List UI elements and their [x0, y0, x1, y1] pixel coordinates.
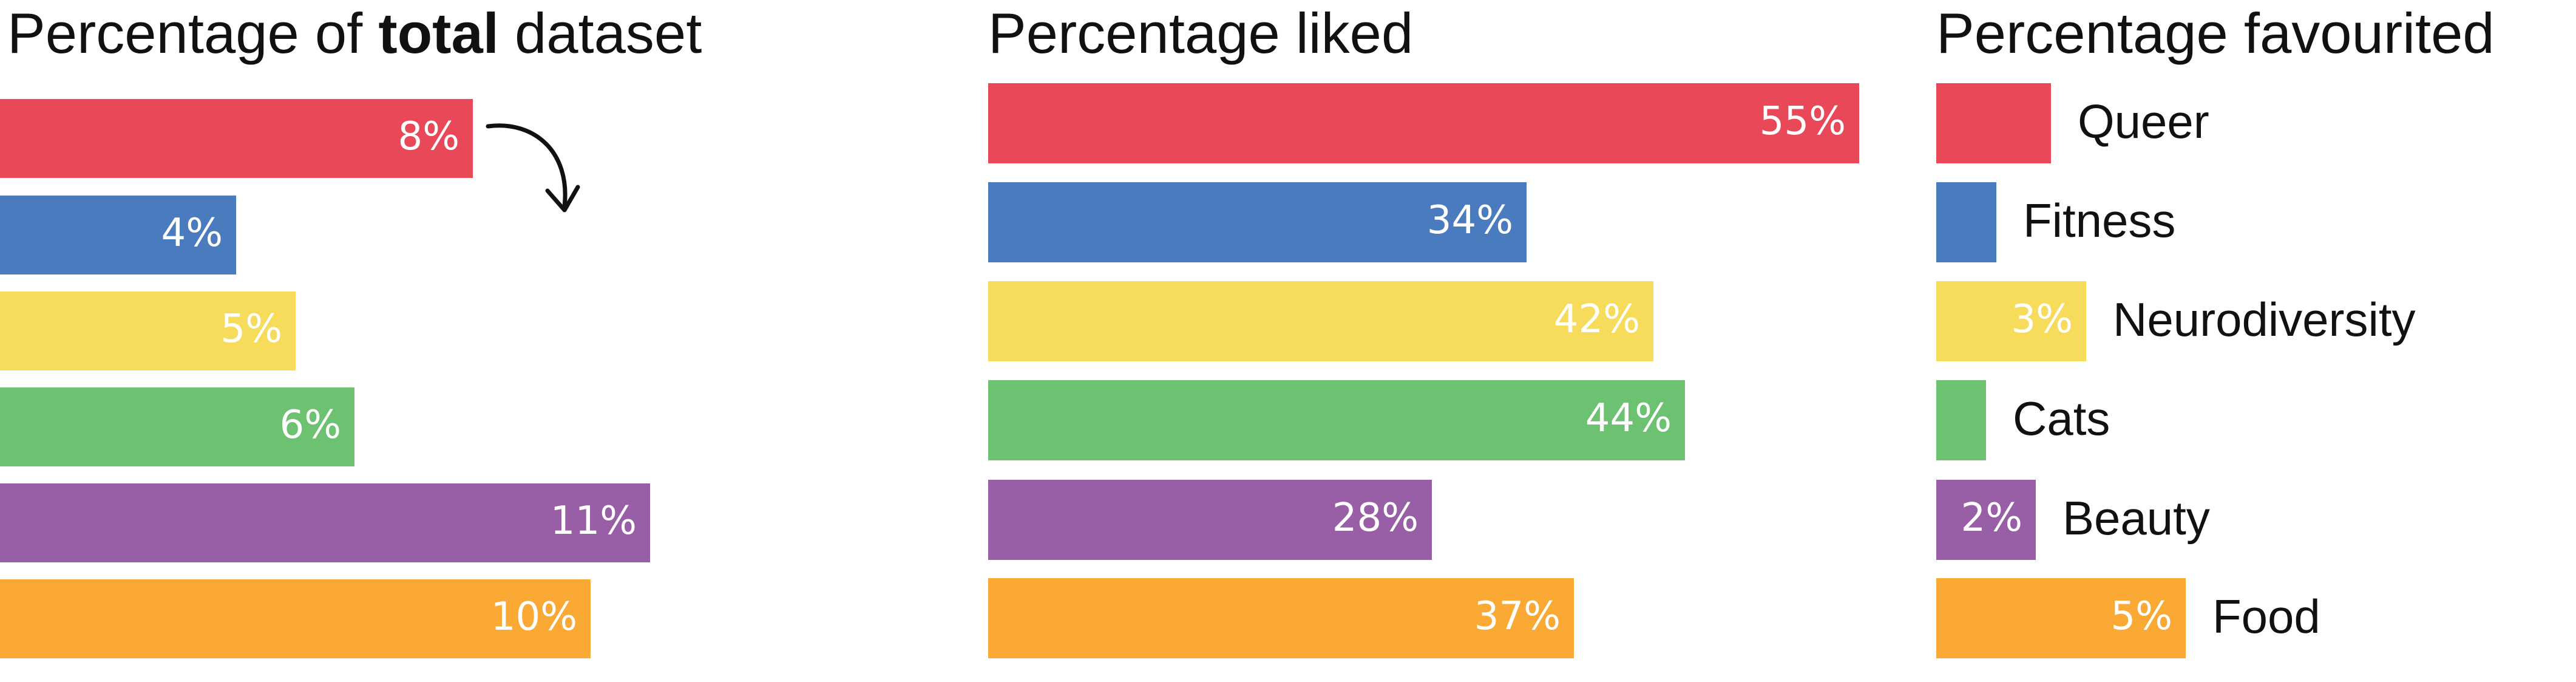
category-label-cats: Cats [2013, 392, 2110, 445]
category-label-fitness: Fitness [2023, 194, 2176, 247]
bar-value-label-1-food: 10% [490, 595, 577, 639]
bar-value-label-1-beauty: 11% [550, 499, 637, 544]
bar-1-food [0, 579, 591, 658]
panel-2-title: Percentage liked [988, 1, 1414, 65]
bar-3-queer [1936, 83, 2051, 163]
bar-1-fitness [0, 196, 236, 275]
bar-1-neurodiversity [0, 292, 296, 370]
bar-3-cats [1936, 380, 1986, 460]
panel-1-title: Percentage of total dataset [7, 0, 702, 67]
category-label-queer: Queer [2078, 95, 2209, 148]
panel-1-title-bold: total [378, 1, 499, 65]
panel-1-title-part-3: dataset [498, 1, 702, 65]
category-label-food: Food [2212, 590, 2320, 643]
category-label-beauty: Beauty [2062, 491, 2210, 545]
bar-1-cats [0, 387, 354, 466]
bar-value-label-2-food: 37% [1474, 594, 1561, 639]
bar-value-label-1-cats: 6% [279, 403, 341, 448]
bar-1-queer [0, 99, 473, 178]
panel-1-title-part-1: Percentage of [7, 1, 379, 65]
curved-arrow-icon [486, 123, 580, 213]
bar-value-label-3-food: 5% [2110, 594, 2172, 639]
bar-2-queer [988, 83, 1859, 163]
bar-2-fitness [988, 182, 1527, 262]
bar-2-food [988, 578, 1574, 658]
bar-value-label-2-cats: 44% [1585, 396, 1672, 441]
bar-value-label-3-neurodiversity: 3% [2011, 297, 2073, 342]
bar-2-neurodiversity [988, 281, 1653, 361]
bar-value-label-2-fitness: 34% [1426, 198, 1513, 243]
bar-value-label-2-queer: 55% [1759, 99, 1846, 144]
bar-value-label-2-beauty: 28% [1332, 496, 1418, 540]
bar-3-beauty [1936, 480, 2036, 560]
bar-value-label-1-neurodiversity: 5% [220, 307, 282, 352]
bar-value-label-1-queer: 8% [398, 114, 459, 159]
bar-3-fitness [1936, 182, 1996, 262]
panel-3-title: Percentage favourited [1936, 1, 2495, 65]
bar-value-label-3-beauty: 2% [1961, 496, 2022, 540]
bar-value-label-2-neurodiversity: 42% [1553, 297, 1640, 342]
bar-value-label-1-fitness: 4% [161, 211, 223, 256]
bar-2-beauty [988, 480, 1432, 560]
bar-3-food [1936, 578, 2186, 658]
bar-1-beauty [0, 483, 650, 562]
bar-2-cats [988, 380, 1685, 460]
category-label-neurodiversity: Neurodiversity [2113, 293, 2416, 346]
bar-3-neurodiversity [1936, 281, 2086, 361]
